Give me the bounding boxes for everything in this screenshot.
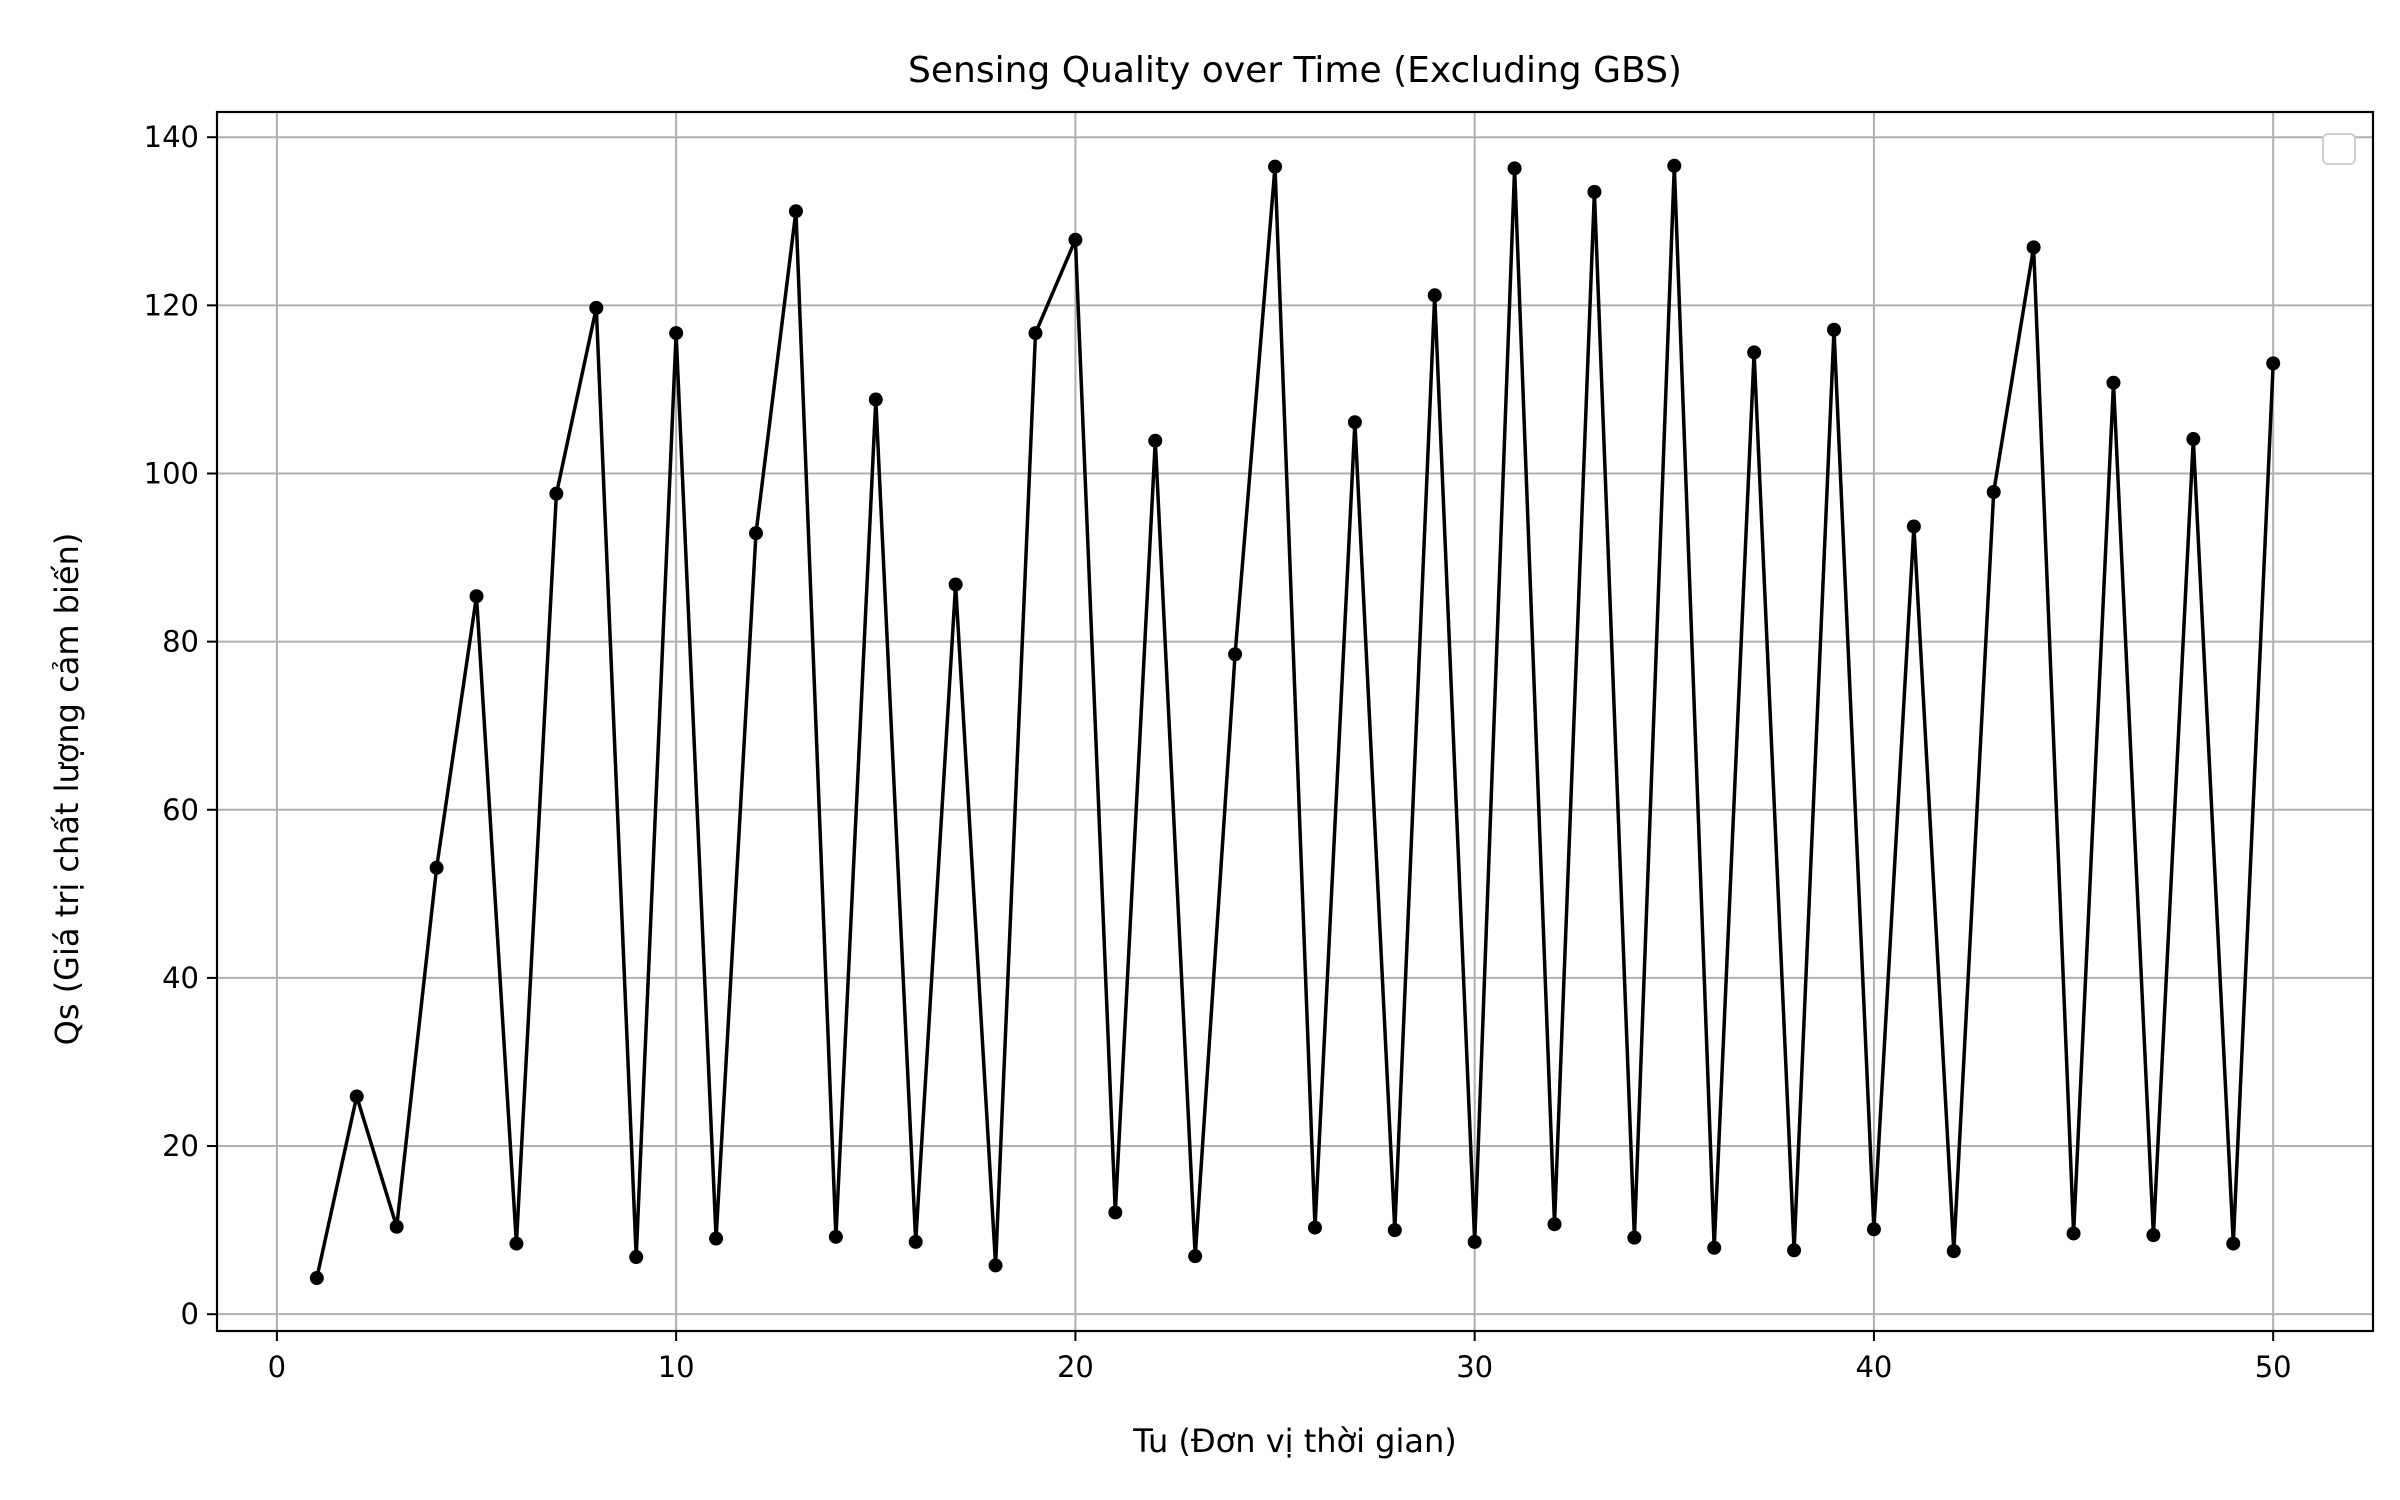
y-tick-label: 60 [162, 793, 199, 827]
data-point [749, 526, 763, 541]
x-tick-label: 30 [1456, 1350, 1493, 1384]
data-point [948, 577, 963, 592]
data-point [549, 486, 564, 501]
data-point [788, 204, 803, 219]
data-point [1188, 1249, 1203, 1264]
data-point [868, 392, 883, 407]
legend-box [2322, 133, 2356, 165]
data-point [1387, 1223, 1402, 1238]
y-tick-label: 40 [162, 961, 199, 995]
x-tick-label: 50 [2255, 1350, 2292, 1384]
data-point [1427, 288, 1442, 303]
data-point [1827, 322, 1841, 337]
data-point [589, 300, 604, 315]
data-point [2186, 432, 2201, 447]
data-point [469, 589, 484, 604]
grid [217, 112, 2373, 1331]
data-point [1347, 415, 1362, 430]
y-tick-label: 100 [144, 456, 199, 490]
data-point [1467, 1234, 1482, 1249]
data-point [1707, 1240, 1722, 1255]
data-point [988, 1258, 1003, 1273]
data-point [828, 1229, 843, 1244]
chart-title: Sensing Quality over Time (Excluding GBS… [908, 50, 1682, 91]
data-point [509, 1236, 524, 1251]
y-tick-label: 120 [144, 288, 199, 322]
data-point [1108, 1205, 1123, 1220]
data-point [709, 1231, 724, 1246]
x-tick-label: 40 [1855, 1350, 1892, 1384]
y-tick-label: 80 [162, 625, 199, 659]
axis-ticks: 0 10 20 30 40 50 0 20 40 60 80 100 120 140 [144, 120, 2292, 1384]
x-tick-label: 20 [1057, 1350, 1094, 1384]
y-tick-label: 140 [144, 120, 199, 154]
data-point [2226, 1236, 2241, 1251]
data-point [1587, 184, 1602, 199]
data-point [1148, 433, 1163, 448]
data-point [309, 1271, 324, 1286]
data-point [629, 1250, 644, 1265]
data-point [1906, 519, 1921, 534]
data-point [1747, 345, 1762, 360]
data-point [2066, 1226, 2081, 1241]
x-tick-label: 0 [268, 1350, 286, 1384]
data-point [2146, 1228, 2161, 1243]
data-point [1068, 232, 1083, 247]
plot-frame [215, 110, 2375, 1333]
data-point [1547, 1217, 1562, 1232]
data-point [1787, 1243, 1802, 1258]
y-axis-label: Qs (Giá trị chất lượng cảm biến) [48, 533, 86, 1046]
data-point [429, 860, 444, 875]
data-point [1946, 1244, 1961, 1259]
data-point [1986, 484, 2001, 499]
data-point [1228, 647, 1243, 662]
y-tick-label: 20 [162, 1129, 199, 1163]
data-point [1028, 326, 1043, 341]
series-line [315, 164, 2275, 1279]
x-axis-label: Tu (Đơn vị thời gian) [1132, 1422, 1457, 1460]
data-point [1507, 161, 1522, 176]
data-point [1268, 159, 1283, 174]
data-point [1667, 158, 1682, 173]
y-tick-label: 0 [181, 1297, 199, 1331]
data-point [908, 1234, 923, 1249]
data-point [2106, 375, 2121, 390]
data-point [669, 326, 684, 341]
data-point [1627, 1230, 1642, 1245]
data-point [1307, 1220, 1322, 1235]
x-tick-label: 10 [658, 1350, 695, 1384]
data-point [389, 1219, 404, 1234]
data-point [1866, 1222, 1881, 1237]
series-layer [309, 158, 2281, 1286]
data-point [349, 1089, 364, 1104]
data-point [2266, 356, 2281, 371]
data-point [2026, 240, 2041, 255]
